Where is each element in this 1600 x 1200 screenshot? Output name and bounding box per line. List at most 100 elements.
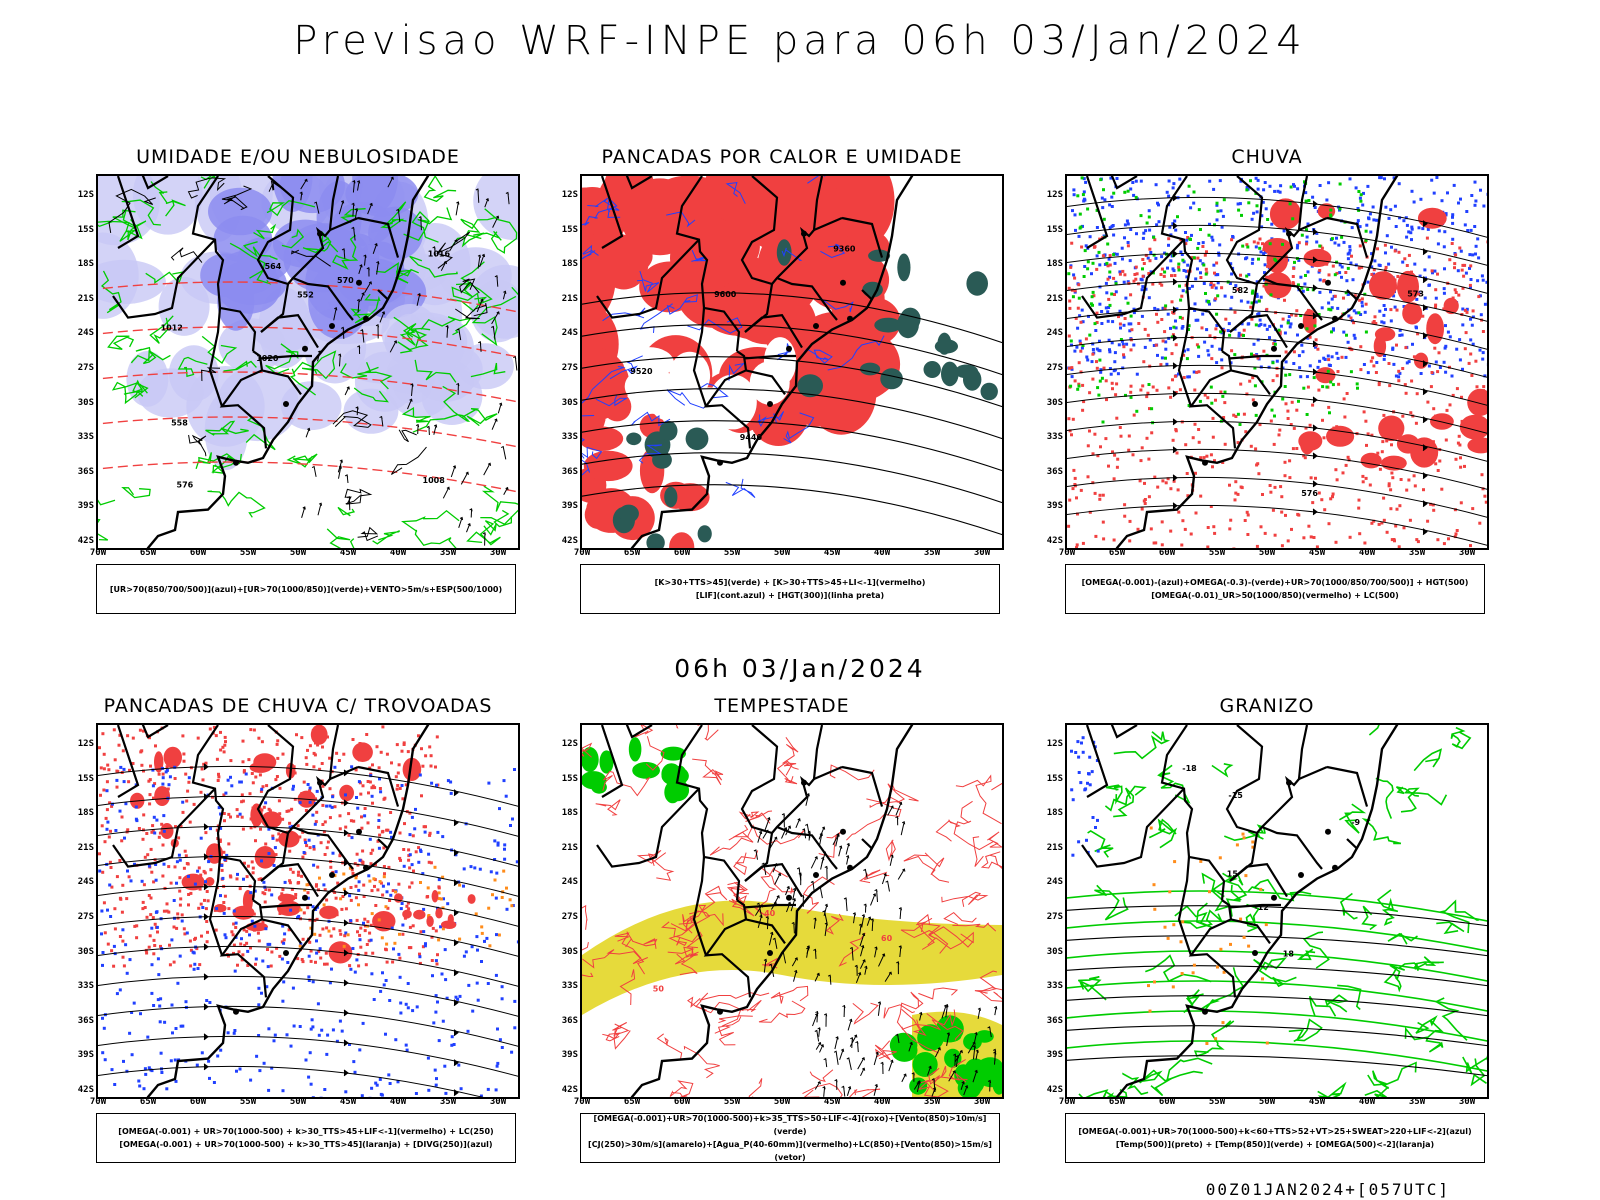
field-pixel (175, 926, 179, 930)
field-pixel (249, 891, 253, 895)
field-pixel (318, 876, 321, 880)
field-pixel (1469, 228, 1473, 232)
field-pixel (1292, 183, 1295, 187)
map-heat-showers[interactable]: 9600 9520 9440 9360 (580, 174, 1004, 550)
field-pixel (1070, 366, 1074, 370)
field-pixel (196, 967, 200, 970)
field-pixel (439, 925, 443, 929)
field-pixel (1095, 321, 1099, 324)
field-pixel (1197, 354, 1201, 358)
contour-line (943, 911, 977, 925)
field-pixel (1307, 199, 1311, 202)
wind-vector (934, 1047, 941, 1058)
field-pixel (141, 907, 145, 911)
field-pixel (419, 881, 422, 884)
longitude-label: 45W (339, 1097, 357, 1107)
field-pixel (145, 915, 149, 919)
field-pixel (1163, 306, 1167, 310)
field-pixel (1192, 190, 1196, 194)
field-pixel (1122, 280, 1126, 284)
field-pixel (101, 1051, 105, 1055)
field-pixel (148, 778, 152, 782)
field-pixel (257, 1034, 261, 1037)
field-pixel (358, 933, 362, 937)
panel-heat-showers: PANCADAS POR CALOR E UMIDADE 9600 9520 944… (562, 146, 1004, 616)
field-pixel (1437, 229, 1441, 233)
streamline-arrow (1172, 418, 1178, 426)
field-pixel (1437, 351, 1441, 355)
field-cell (664, 486, 678, 508)
field-pixel (1112, 253, 1116, 257)
field-pixel (151, 829, 155, 833)
field-pixel (302, 780, 306, 784)
contour-line (1150, 1057, 1213, 1097)
map-rain[interactable]: 576 582 573 (1065, 174, 1489, 550)
field-pixel (1108, 254, 1112, 258)
map-humidity[interactable]: 1008 1012 1016 1020 570 576 564 552 558 (96, 174, 520, 550)
city-marker (813, 323, 819, 329)
contour-line (1087, 830, 1114, 858)
field-pixel (1358, 532, 1362, 536)
field-pixel (223, 743, 227, 747)
field-pixel (1173, 374, 1177, 378)
field-pixel (281, 1089, 285, 1093)
field-pixel (1143, 481, 1146, 485)
field-pixel (207, 1059, 211, 1063)
field-pixel (1393, 539, 1396, 543)
wind-vector (994, 1006, 998, 1016)
field-cell (749, 361, 790, 405)
wind-vector (475, 188, 480, 203)
field-pixel (1443, 230, 1447, 234)
field-pixel (1300, 343, 1304, 347)
field-pixel (182, 866, 186, 870)
field-pixel (1283, 385, 1287, 388)
contour-line (423, 176, 457, 203)
field-pixel (354, 768, 358, 772)
field-pixel (1118, 309, 1122, 313)
state-border (745, 369, 786, 396)
latitude-label: 18S (1046, 259, 1063, 270)
field-pixel (205, 890, 209, 893)
field-pixel (1276, 189, 1280, 193)
wind-vector (366, 267, 370, 277)
field-pixel (1228, 483, 1231, 487)
field-cell (652, 451, 672, 469)
field-pixel (1108, 303, 1112, 307)
field-pixel (1133, 273, 1137, 276)
field-pixel (1069, 339, 1073, 343)
map-hail[interactable]: -9 -12 -15 -18 15 18 (1065, 723, 1489, 1099)
field-pixel (109, 829, 112, 833)
field-pixel (1357, 266, 1361, 270)
map-thunderstorm-showers[interactable] (96, 723, 520, 1099)
city-marker (1325, 828, 1331, 835)
field-pixel (1329, 214, 1333, 218)
wind-vector (492, 215, 500, 228)
contour-label: 9440 (740, 433, 763, 442)
field-pixel (373, 786, 377, 790)
contour-line (132, 379, 149, 399)
field-pixel (1378, 264, 1382, 267)
field-pixel (334, 896, 338, 900)
field-pixel (338, 814, 342, 818)
field-pixel (150, 870, 154, 874)
field-pixel (1413, 262, 1417, 266)
contour-line (195, 452, 242, 470)
field-pixel (219, 1048, 223, 1052)
field-cell (618, 504, 639, 523)
field-cell (372, 911, 396, 932)
field-pixel (1341, 471, 1345, 475)
field-pixel (1199, 271, 1202, 275)
field-pixel (1112, 477, 1116, 481)
field-pixel (1109, 372, 1113, 376)
field-pixel (1072, 273, 1076, 277)
field-pixel (1249, 444, 1253, 448)
field-pixel (161, 772, 165, 776)
field-pixel (307, 954, 311, 958)
map-storm[interactable]: 40 50 60 (580, 723, 1004, 1099)
field-pixel (1327, 358, 1331, 362)
field-pixel (1299, 275, 1303, 279)
field-pixel (1383, 243, 1387, 247)
field-pixel (402, 743, 406, 746)
field-pixel (1152, 235, 1156, 239)
field-pixel (1150, 431, 1154, 435)
